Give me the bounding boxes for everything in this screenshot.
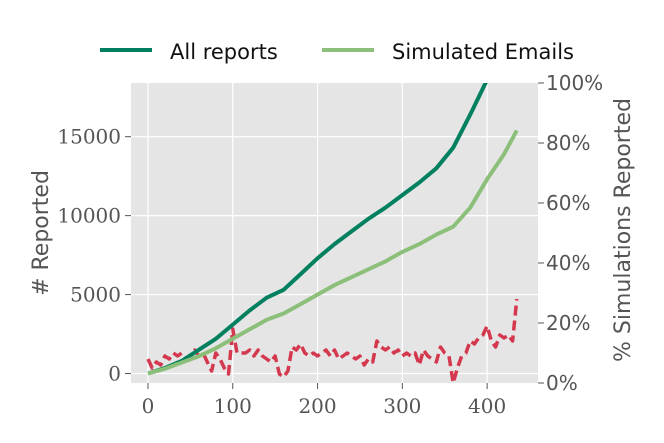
legend: All reports Simulated Emails (100, 40, 574, 64)
y-tick-label: 15000 (57, 125, 121, 149)
series-layer (146, 83, 519, 383)
legend-label-all-reports: All reports (170, 40, 278, 64)
plot-area (131, 83, 538, 383)
x-tick-label: 400 (468, 394, 506, 418)
y2-tick-label: 20% (546, 311, 590, 335)
series-line-simulated-emails (147, 129, 519, 376)
y2-axis-label: % Simulations Reported (611, 98, 636, 362)
y2-tick-label: 0% (546, 371, 578, 395)
y-axis-left: 0 5000 10000 15000 (57, 125, 131, 386)
y2-tick-label: 80% (546, 131, 590, 155)
y2-tick-label: 100% (546, 71, 603, 95)
series-line-all-reports (147, 83, 488, 376)
legend-label-simulated-emails: Simulated Emails (392, 40, 574, 64)
y2-tick-label: 40% (546, 251, 590, 275)
y2-tick-label: 60% (546, 191, 590, 215)
series-line-simulations-reported-percent (146, 298, 519, 383)
y-axis-right: 0% 20% 40% 60% 80% 100% (538, 71, 603, 395)
y-tick-label: 5000 (70, 283, 121, 307)
x-tick-label: 0 (142, 394, 155, 418)
grid (131, 83, 538, 383)
y-tick-label: 0 (108, 362, 121, 386)
y-tick-label: 10000 (57, 204, 121, 228)
y-axis-label: # Reported (29, 170, 54, 296)
x-tick-label: 100 (214, 394, 252, 418)
x-tick-label: 300 (383, 394, 421, 418)
x-tick-label: 200 (298, 394, 336, 418)
x-axis: 0 100 200 300 400 (142, 383, 506, 418)
